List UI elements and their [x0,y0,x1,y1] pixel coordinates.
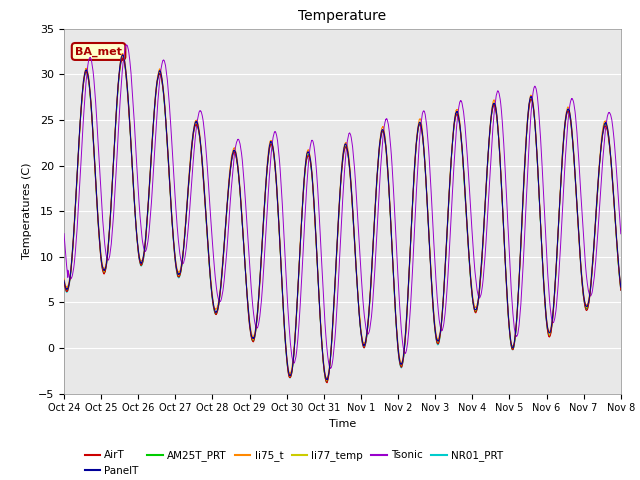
li77_temp [617,286,625,291]
PanelT [616,273,623,279]
AirT [609,188,617,194]
PanelT [310,204,318,210]
AirT [559,141,567,147]
Tsonic [326,365,334,371]
li77_temp [609,188,617,193]
li77_temp [323,378,330,384]
Line: li77_temp: li77_temp [64,56,621,381]
Tsonic [415,138,423,144]
Line: AM25T_PRT: AM25T_PRT [64,57,621,381]
Tsonic [616,214,623,220]
li75_t [119,51,127,57]
PanelT [609,187,617,192]
AM25T_PRT [310,207,318,213]
AirT [616,276,623,282]
NR01_PRT [323,379,330,385]
AM25T_PRT [323,378,330,384]
AM25T_PRT [559,140,567,145]
X-axis label: Time: Time [329,419,356,429]
NR01_PRT [119,55,127,61]
li75_t [609,185,617,191]
PanelT [118,52,126,58]
Title: Temperature: Temperature [298,10,387,24]
AirT [544,330,552,336]
li75_t [544,325,552,331]
Tsonic [544,274,552,279]
AM25T_PRT [616,276,623,282]
AM25T_PRT [119,54,127,60]
Tsonic [60,231,68,237]
PanelT [415,120,423,125]
NR01_PRT [60,281,68,287]
AirT [415,122,423,128]
AM25T_PRT [60,279,68,285]
AM25T_PRT [609,188,617,194]
Line: AirT: AirT [64,58,621,383]
Y-axis label: Temperatures (C): Temperatures (C) [22,163,33,260]
li75_t [559,136,567,142]
Line: li75_t: li75_t [64,54,621,378]
Tsonic [617,231,625,237]
PanelT [544,326,552,332]
Line: PanelT: PanelT [64,55,621,380]
AirT [323,380,331,386]
Line: Tsonic: Tsonic [64,45,621,368]
NR01_PRT [559,141,567,146]
PanelT [559,138,567,144]
Text: BA_met: BA_met [75,47,122,57]
Tsonic [559,191,567,196]
li75_t [617,283,625,289]
NR01_PRT [310,209,318,215]
PanelT [60,277,68,283]
AM25T_PRT [415,121,423,127]
li77_temp [118,53,126,59]
li75_t [310,204,318,210]
li77_temp [60,278,68,284]
li77_temp [415,120,423,126]
li75_t [60,276,68,281]
AirT [310,210,318,216]
NR01_PRT [617,288,625,293]
Tsonic [122,42,130,48]
li77_temp [544,328,552,334]
AirT [60,280,68,286]
AM25T_PRT [617,287,625,292]
PanelT [323,377,330,383]
AM25T_PRT [544,329,552,335]
li77_temp [616,275,623,281]
PanelT [617,285,625,290]
NR01_PRT [544,330,552,336]
NR01_PRT [415,122,423,128]
AirT [119,55,127,60]
Tsonic [310,146,318,152]
li77_temp [310,207,318,213]
li75_t [323,375,331,381]
li75_t [616,273,623,278]
Legend: AirT, PanelT, AM25T_PRT, li75_t, li77_temp, Tsonic, NR01_PRT: AirT, PanelT, AM25T_PRT, li75_t, li77_te… [81,446,508,480]
Tsonic [609,129,617,134]
li75_t [415,117,423,122]
NR01_PRT [609,189,617,195]
li77_temp [559,139,567,144]
AirT [617,288,625,293]
NR01_PRT [616,277,623,283]
Line: NR01_PRT: NR01_PRT [64,58,621,382]
